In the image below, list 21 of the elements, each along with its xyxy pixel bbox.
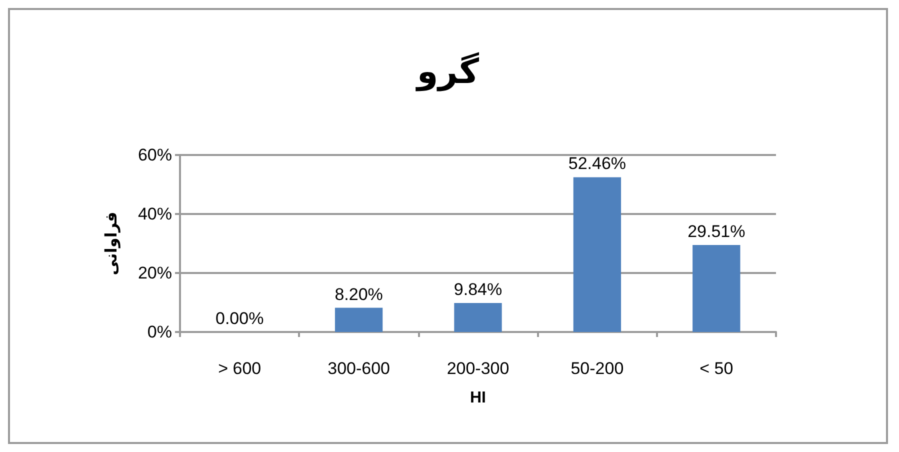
data-label: 29.51% — [688, 222, 746, 241]
x-tick-label: < 50 — [700, 359, 734, 378]
x-tick-label: > 600 — [218, 359, 262, 378]
y-tick-label: 20% — [138, 264, 172, 282]
y-tick-label: 60% — [138, 146, 172, 164]
y-tick-label: 0% — [147, 322, 172, 342]
bar — [573, 177, 622, 332]
x-tick-label: 200-300 — [446, 359, 510, 378]
bar — [454, 302, 502, 332]
y-tick-label: 40% — [138, 204, 172, 224]
bar — [334, 308, 383, 332]
x-tick-label: 50-200 — [570, 359, 624, 378]
chart-title: گرو — [414, 52, 480, 92]
data-label: 0.00% — [216, 309, 264, 328]
bar — [692, 244, 740, 332]
y-axis-title: فراوانی — [104, 212, 120, 276]
data-label: 9.84% — [454, 280, 502, 299]
x-tick-label: 300-600 — [328, 359, 390, 378]
data-label: 52.46% — [568, 154, 626, 174]
x-axis-title: HI — [470, 390, 486, 406]
data-label: 8.20% — [334, 284, 383, 304]
